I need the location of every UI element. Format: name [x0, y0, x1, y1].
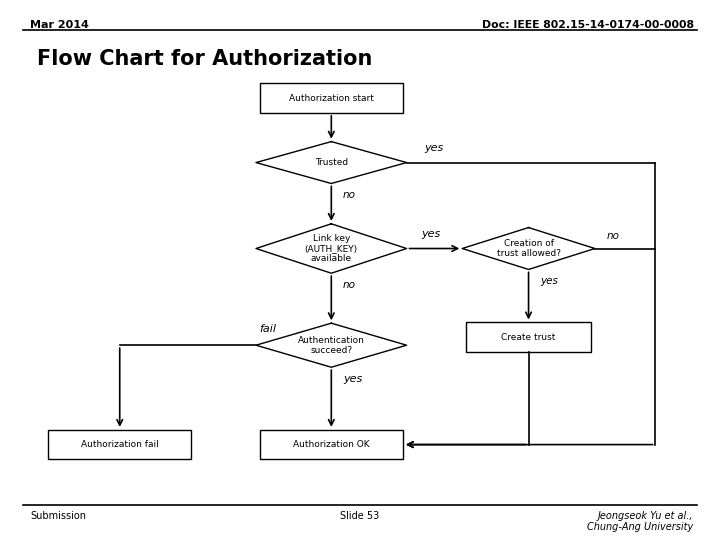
Text: Authorization start: Authorization start	[289, 93, 374, 103]
Text: Doc: IEEE 802.15-14-0174-00-0008: Doc: IEEE 802.15-14-0174-00-0008	[482, 20, 693, 30]
Text: yes: yes	[540, 276, 558, 286]
Text: no: no	[606, 231, 619, 241]
Text: no: no	[343, 190, 356, 200]
Text: yes: yes	[421, 229, 440, 239]
FancyBboxPatch shape	[48, 430, 192, 460]
Text: Mar 2014: Mar 2014	[30, 20, 89, 30]
Text: Authorization OK: Authorization OK	[293, 440, 369, 449]
Text: Trusted: Trusted	[315, 158, 348, 167]
Text: yes: yes	[343, 374, 362, 384]
Text: no: no	[343, 280, 356, 289]
Text: yes: yes	[425, 143, 444, 153]
FancyBboxPatch shape	[260, 430, 403, 460]
Text: Creation of
trust allowed?: Creation of trust allowed?	[497, 239, 561, 258]
Text: Jeongseok Yu et al.,
Chung-Ang University: Jeongseok Yu et al., Chung-Ang Universit…	[588, 511, 693, 532]
Text: Slide 53: Slide 53	[341, 511, 379, 521]
Polygon shape	[256, 224, 407, 273]
Polygon shape	[256, 141, 407, 184]
Text: Flow Chart for Authorization: Flow Chart for Authorization	[37, 49, 373, 69]
Text: Create trust: Create trust	[501, 333, 556, 342]
Text: Submission: Submission	[30, 511, 86, 521]
Text: Link key
(AUTH_KEY)
available: Link key (AUTH_KEY) available	[305, 234, 358, 264]
Polygon shape	[256, 323, 407, 367]
Text: Authentication
succeed?: Authentication succeed?	[298, 335, 365, 355]
FancyBboxPatch shape	[466, 322, 591, 352]
Text: fail: fail	[260, 325, 276, 334]
Polygon shape	[462, 227, 595, 269]
Text: Authorization fail: Authorization fail	[81, 440, 158, 449]
FancyBboxPatch shape	[260, 83, 403, 113]
